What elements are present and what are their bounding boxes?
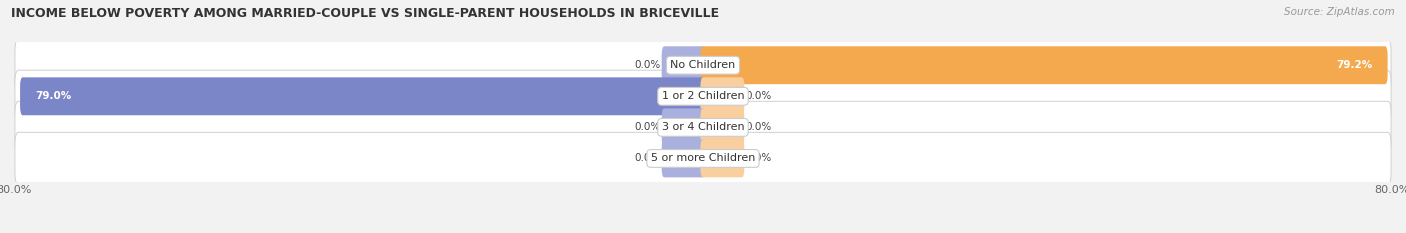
Text: 0.0%: 0.0% xyxy=(745,154,772,163)
FancyBboxPatch shape xyxy=(700,46,1388,84)
FancyBboxPatch shape xyxy=(662,46,706,84)
FancyBboxPatch shape xyxy=(700,108,744,146)
FancyBboxPatch shape xyxy=(15,39,1391,91)
FancyBboxPatch shape xyxy=(662,140,706,177)
FancyBboxPatch shape xyxy=(20,77,706,115)
FancyBboxPatch shape xyxy=(662,108,706,146)
Text: Source: ZipAtlas.com: Source: ZipAtlas.com xyxy=(1284,7,1395,17)
FancyBboxPatch shape xyxy=(15,70,1391,122)
Text: 1 or 2 Children: 1 or 2 Children xyxy=(662,91,744,101)
Text: 0.0%: 0.0% xyxy=(745,122,772,132)
Text: 0.0%: 0.0% xyxy=(634,154,661,163)
FancyBboxPatch shape xyxy=(15,101,1391,154)
Legend: Married Couples, Single Parents: Married Couples, Single Parents xyxy=(592,230,814,233)
FancyBboxPatch shape xyxy=(700,77,744,115)
Text: 0.0%: 0.0% xyxy=(634,122,661,132)
Text: 5 or more Children: 5 or more Children xyxy=(651,154,755,163)
Text: 3 or 4 Children: 3 or 4 Children xyxy=(662,122,744,132)
Text: INCOME BELOW POVERTY AMONG MARRIED-COUPLE VS SINGLE-PARENT HOUSEHOLDS IN BRICEVI: INCOME BELOW POVERTY AMONG MARRIED-COUPL… xyxy=(11,7,720,20)
Text: 0.0%: 0.0% xyxy=(745,91,772,101)
Text: 79.0%: 79.0% xyxy=(35,91,72,101)
Text: No Children: No Children xyxy=(671,60,735,70)
Text: 79.2%: 79.2% xyxy=(1336,60,1372,70)
FancyBboxPatch shape xyxy=(700,140,744,177)
FancyBboxPatch shape xyxy=(15,132,1391,185)
Text: 0.0%: 0.0% xyxy=(634,60,661,70)
